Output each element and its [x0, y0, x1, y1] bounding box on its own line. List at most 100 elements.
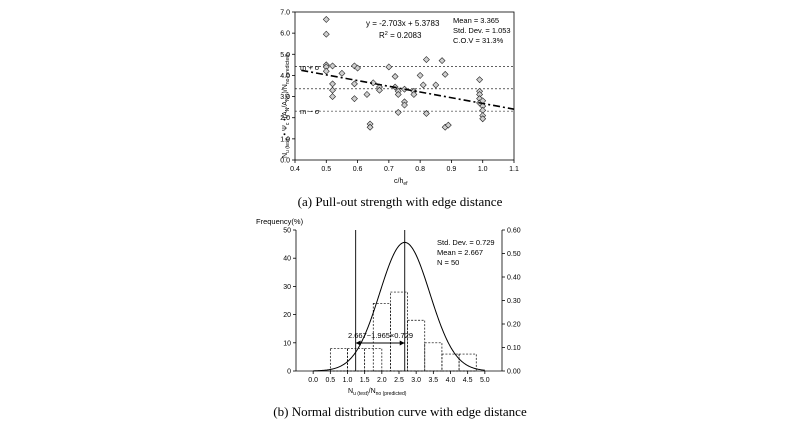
- chart-b-left-tick-labels: 0 10 20 30 40 50: [283, 228, 296, 376]
- chart-a-equation: y = -2.703x + 5.3783: [366, 19, 440, 28]
- right-tick-label: 0.40: [507, 275, 521, 282]
- data-point: [329, 62, 336, 70]
- y-tick-label: 3.0: [280, 94, 290, 101]
- chart-a-stat-mean: Mean = 3.365: [453, 16, 499, 25]
- data-point: [369, 79, 377, 87]
- x-tick-label: 0.9: [447, 166, 457, 173]
- data-point: [422, 110, 430, 117]
- data-point: [394, 109, 402, 116]
- data-point: [394, 91, 402, 98]
- right-tick-label: 0.00: [507, 369, 521, 376]
- histogram-bin: [329, 348, 348, 372]
- y-tick-label: 5.0: [280, 52, 290, 59]
- chart-b-normal-curve: [313, 241, 485, 372]
- chart-b-caption: (b) Normal distribution curve with edge …: [273, 404, 527, 419]
- data-point: [329, 93, 336, 100]
- chart-a-caption: (a) Pull-out strength with edge distance: [298, 194, 503, 209]
- data-point: [401, 101, 408, 109]
- x-tick-label: 4.5: [463, 377, 473, 384]
- x-tick-label: 1.1: [509, 166, 519, 173]
- chart-a-x-tick-labels: 0.4 0.5 0.6 0.7 0.8 0.9 1.0 1.1: [290, 160, 519, 173]
- histogram-bin: [424, 342, 443, 372]
- x-tick-label: 5.0: [480, 377, 490, 384]
- x-tick-label: 0.7: [384, 166, 394, 173]
- x-tick-label: 4.0: [446, 377, 456, 384]
- chart-b-range-arrow: [355, 340, 405, 346]
- data-point: [476, 76, 484, 84]
- left-tick-label: 30: [283, 284, 291, 291]
- chart-a-x-axis-label: c/hef: [394, 178, 408, 187]
- chart-b-x-axis-label: Nu (test)/Nno (predicted): [348, 388, 407, 397]
- x-tick-label: 2.5: [394, 377, 404, 384]
- data-point: [432, 81, 440, 89]
- x-tick-label: 1.0: [478, 166, 488, 173]
- data-point: [385, 63, 393, 71]
- chart-b-stat-n: N = 50: [437, 258, 459, 267]
- chart-a-y-axis-label: Nu (test) • Ψc •(AN/ANO)/Nno (predicted): [282, 53, 291, 158]
- chart-b-y-axis-title: Frequency(%): [256, 217, 304, 226]
- data-point: [322, 67, 330, 75]
- y-tick-label: 6.0: [280, 31, 290, 38]
- x-tick-label: 2.0: [377, 377, 387, 384]
- chart-b: 0.0 0.5 1.0 1.5 2.0 2.5 3.0 3.5 4.0 4.5 5.0 0 10 20 3…: [256, 217, 521, 397]
- x-tick-label: 0.8: [415, 166, 425, 173]
- data-point: [479, 115, 487, 123]
- data-point: [338, 69, 346, 77]
- right-tick-label: 0.20: [507, 322, 521, 329]
- y-tick-label: 0.0: [280, 158, 290, 165]
- histogram-bin: [364, 348, 383, 372]
- chart-b-x-tick-labels: 0.0 0.5 1.0 1.5 2.0 2.5 3.0 3.5 4.0 4.5 5.0: [308, 371, 490, 384]
- data-point: [322, 30, 330, 38]
- x-tick-label: 0.5: [325, 377, 335, 384]
- left-tick-label: 0: [287, 369, 291, 376]
- right-tick-label: 0.60: [507, 228, 521, 235]
- x-tick-label: 0.4: [290, 166, 300, 173]
- data-point: [438, 57, 446, 65]
- data-point: [419, 81, 427, 89]
- x-tick-label: 1.5: [360, 377, 370, 384]
- data-point: [391, 73, 399, 80]
- chart-a-data-points: [322, 15, 487, 131]
- data-point: [410, 91, 418, 98]
- chart-a-stat-std: Std. Dev. = 1.053: [453, 26, 511, 35]
- chart-a-label-minus-sigma: m − σ: [300, 107, 320, 116]
- left-tick-label: 20: [283, 312, 291, 319]
- data-point: [354, 64, 361, 72]
- chart-b-vertical-lines: [355, 230, 406, 371]
- chart-b-annotation: 2.667−1.965×0.729: [348, 331, 413, 340]
- data-point: [329, 80, 336, 88]
- data-point: [366, 123, 374, 131]
- data-point: [401, 85, 408, 93]
- x-tick-label: 0.5: [321, 166, 331, 173]
- x-tick-label: 3.0: [411, 377, 421, 384]
- x-tick-label: 1.0: [343, 377, 353, 384]
- x-tick-label: 3.5: [428, 377, 438, 384]
- chart-a-trend-line: [301, 69, 515, 110]
- range-arrow-head-right: [399, 340, 405, 346]
- chart-a-label-plus-sigma: m + σ: [300, 63, 320, 72]
- data-point: [444, 121, 452, 129]
- y-tick-label: 1.0: [280, 136, 290, 143]
- data-point: [351, 95, 358, 103]
- chart-a-y-tick-labels: 0.0 1.0 2.0 3.0 4.0 5.0 6.0 7.0: [280, 10, 295, 165]
- right-tick-label: 0.30: [507, 298, 521, 305]
- histogram-bin: [407, 319, 426, 372]
- chart-b-stat-mean: Mean = 2.667: [437, 248, 483, 257]
- data-point: [441, 70, 449, 78]
- chart-a-stat-cov: C.O.V = 31.3%: [453, 36, 504, 45]
- right-tick-label: 0.10: [507, 345, 521, 352]
- range-arrow-head-left: [355, 340, 361, 346]
- y-tick-label: 7.0: [280, 10, 290, 17]
- data-point: [376, 86, 383, 94]
- histogram-bin: [372, 302, 391, 372]
- chart-b-right-tick-labels: 0.00 0.10 0.20 0.30 0.40 0.50 0.60: [502, 228, 521, 376]
- left-tick-label: 40: [283, 256, 291, 263]
- chart-a: 0.4 0.5 0.6 0.7 0.8 0.9 1.0 1.1 0.0 1.0 2.0 3.0 4.0…: [280, 10, 519, 188]
- data-point: [416, 72, 424, 79]
- right-tick-label: 0.50: [507, 251, 521, 258]
- x-tick-label: 0.6: [353, 166, 363, 173]
- y-tick-label: 4.0: [280, 73, 290, 80]
- histogram-bin: [390, 291, 408, 372]
- left-tick-label: 10: [283, 340, 291, 347]
